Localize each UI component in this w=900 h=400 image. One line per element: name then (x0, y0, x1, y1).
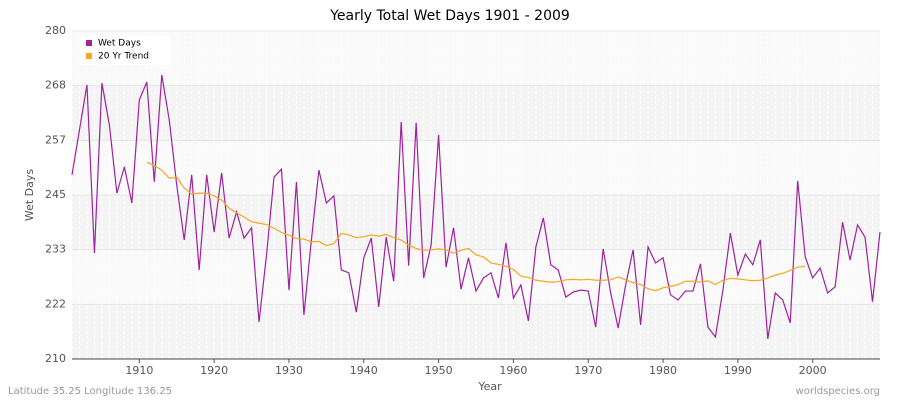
x-tick-label: 2000 (799, 364, 827, 377)
x-tick-label: 1990 (724, 364, 752, 377)
y-tick-label: 233 (45, 243, 66, 256)
x-tick-label: 1920 (200, 364, 228, 377)
y-axis-label: Wet Days (23, 169, 36, 222)
footer-left: Latitude 35.25 Longitude 136.25 (8, 386, 172, 397)
series-line (71, 74, 881, 339)
legend-swatch (86, 53, 92, 59)
y-tick-label: 210 (45, 352, 66, 365)
legend-label: Wet Days (98, 39, 141, 49)
x-tick-label: 1960 (499, 364, 527, 377)
x-tick-label: 1980 (649, 364, 677, 377)
y-tick-label: 280 (45, 24, 66, 37)
y-tick-label: 257 (45, 133, 66, 146)
legend-box (80, 35, 170, 65)
x-tick-label: 1940 (350, 364, 378, 377)
y-tick-label: 268 (45, 79, 66, 92)
footer-right: worldspecies.org (796, 386, 880, 397)
x-axis-label: Year (477, 380, 502, 393)
x-tick-label: 1910 (125, 364, 153, 377)
legend-label: 20 Yr Trend (98, 52, 149, 62)
x-tick-label: 1930 (275, 364, 303, 377)
chart-title: Yearly Total Wet Days 1901 - 2009 (329, 8, 570, 24)
legend: Wet Days 20 Yr Trend (80, 35, 170, 65)
y-tick-label: 245 (45, 188, 66, 201)
plot-area (71, 30, 881, 360)
x-tick-label: 1950 (425, 364, 453, 377)
x-tick-label: 1970 (574, 364, 602, 377)
series-line (146, 161, 806, 292)
y-tick-label: 222 (45, 297, 66, 310)
legend-swatch (86, 40, 92, 46)
